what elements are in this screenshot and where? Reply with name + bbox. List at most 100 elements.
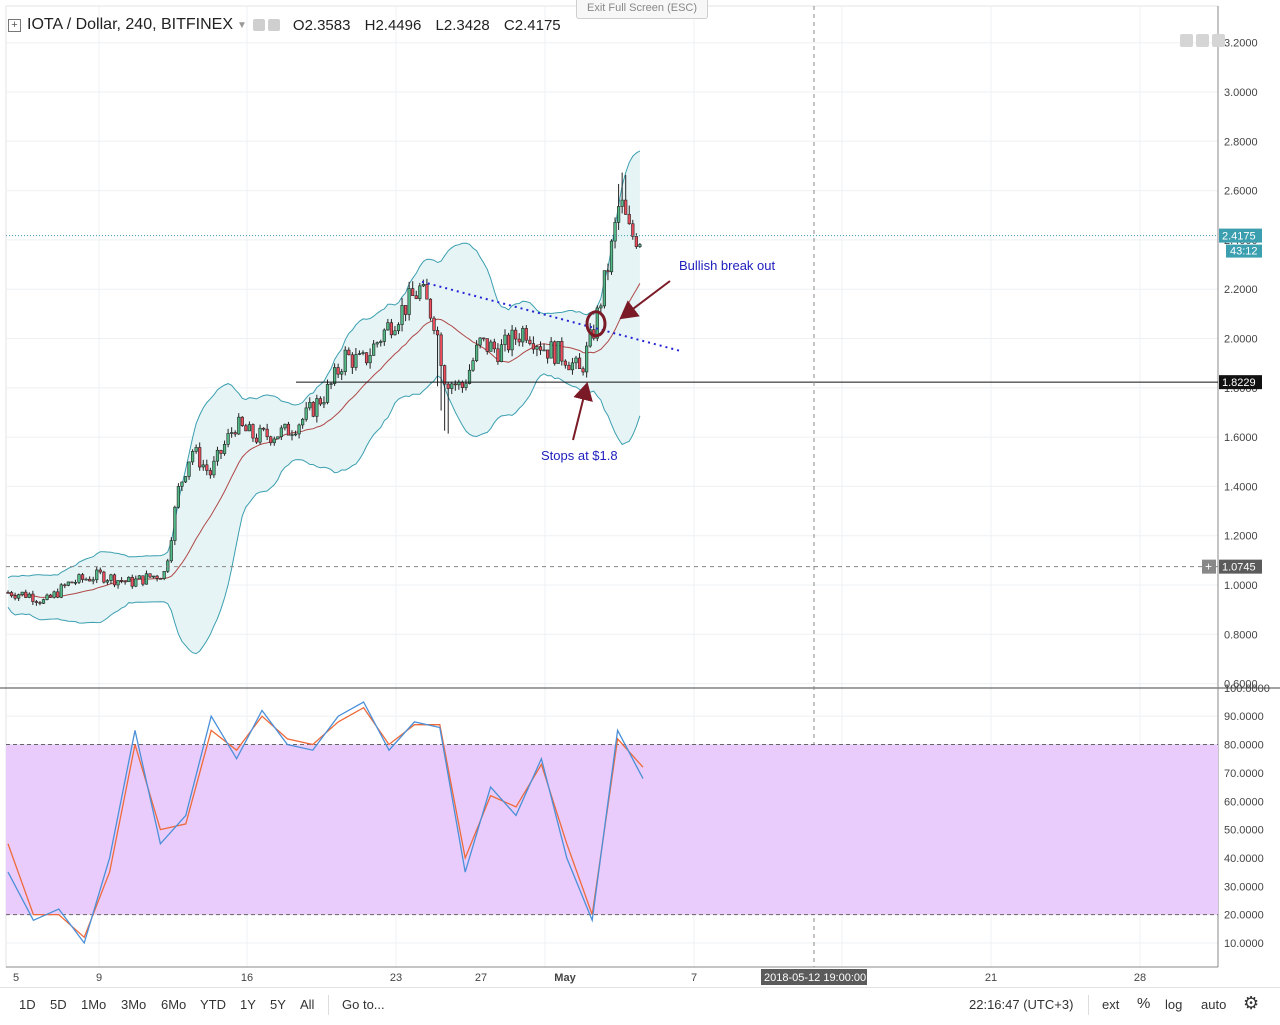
candle-body: [606, 270, 610, 273]
candle-body: [98, 569, 102, 573]
candle-body: [127, 576, 131, 583]
crosshair-time-badge: [761, 969, 867, 985]
candle-body: [492, 341, 496, 350]
candle-body: [59, 584, 63, 598]
price-tick-label: 2.2000: [1224, 284, 1258, 296]
candle-body: [570, 362, 575, 371]
support-price-label: 1.8229: [1222, 377, 1256, 389]
candle-body: [336, 367, 340, 375]
time-tick-label: 21: [985, 972, 997, 984]
candle-body: [581, 368, 585, 373]
candle-body: [372, 343, 376, 356]
candle-body: [105, 580, 109, 583]
candle-body: [191, 451, 195, 463]
candle-body: [631, 223, 635, 237]
candle-body: [411, 288, 415, 297]
collapse-legend-icon[interactable]: +: [8, 18, 21, 32]
candle-body: [56, 591, 60, 598]
candle-body: [563, 360, 567, 366]
candle-body: [226, 433, 230, 445]
goto-button[interactable]: Go to...: [342, 997, 385, 1012]
candle-body: [180, 481, 184, 487]
candle-body: [531, 343, 535, 350]
range-all[interactable]: All: [300, 997, 315, 1012]
settings-icon[interactable]: [267, 19, 280, 31]
pane-maximize-icon[interactable]: [1212, 34, 1225, 47]
candle-body: [567, 364, 571, 371]
stoch-tick-label: 20.0000: [1224, 910, 1264, 922]
candle-body: [73, 581, 78, 584]
candle-body: [130, 576, 134, 587]
candle-body: [471, 360, 475, 371]
percent-toggle[interactable]: %: [1137, 995, 1151, 1012]
ext-toggle[interactable]: ext: [1102, 997, 1120, 1012]
candle-body: [535, 346, 539, 350]
candle-body: [66, 581, 70, 586]
last-price-badge: [1219, 228, 1262, 243]
candle-body: [588, 329, 592, 347]
candle-body: [198, 447, 202, 468]
price-tick-label: 1.0000: [1224, 580, 1258, 592]
range-1y[interactable]: 1Y: [240, 997, 256, 1012]
candle-body: [70, 581, 74, 584]
candle-body: [293, 433, 298, 436]
range-5y[interactable]: 5Y: [270, 997, 286, 1012]
range-1mo[interactable]: 1Mo: [81, 997, 107, 1012]
stoch-tick-label: 10.0000: [1224, 938, 1264, 950]
candle-body: [251, 424, 255, 439]
candle-body: [212, 460, 216, 476]
candle-body: [446, 383, 450, 389]
candle-body: [524, 328, 528, 341]
stoch-tick-label: 70.0000: [1224, 768, 1264, 780]
annotation-bullish: Bullish break out: [679, 258, 775, 273]
pane-down-icon[interactable]: [1196, 34, 1209, 47]
time-tick-label: 16: [241, 972, 253, 984]
log-toggle[interactable]: log: [1165, 997, 1183, 1012]
candle-body: [261, 427, 266, 430]
candle-body: [503, 334, 507, 345]
range-6mo[interactable]: 6Mo: [161, 997, 187, 1012]
candle-body: [357, 353, 362, 355]
candle-body: [137, 575, 141, 580]
crosshair-time-label: 2018-05-12 19:00:00: [764, 972, 866, 984]
candle-body: [482, 337, 486, 340]
price-tick-label: 0.8000: [1224, 629, 1258, 641]
candle-body: [340, 371, 344, 375]
candle-body: [620, 199, 624, 207]
open-value: O2.3583: [292, 16, 351, 34]
range-ytd[interactable]: YTD: [200, 997, 226, 1012]
candle-body: [421, 284, 425, 287]
symbol-title[interactable]: IOTA / Dollar, 240, BITFINEX: [27, 16, 233, 33]
gear-icon[interactable]: ⚙: [1243, 993, 1260, 1013]
candle-body: [638, 244, 642, 247]
candle-body: [155, 575, 159, 579]
plus-icon: +: [1205, 560, 1212, 574]
candle-body: [91, 579, 95, 582]
candle-body: [95, 569, 99, 581]
bollinger-upper: [7, 150, 641, 579]
candle-body: [332, 367, 337, 384]
eye-icon[interactable]: [252, 19, 265, 31]
range-5d[interactable]: 5D: [50, 997, 67, 1012]
price-tick-label: 1.4000: [1224, 481, 1258, 493]
time-tick-label: 27: [475, 972, 487, 984]
exit-fullscreen-button[interactable]: Exit Full Screen (ESC): [576, 0, 708, 19]
pane-up-icon[interactable]: [1180, 34, 1193, 47]
candle-body: [269, 436, 273, 444]
auto-toggle[interactable]: auto: [1201, 997, 1227, 1012]
candle-body: [428, 298, 433, 319]
candle-body: [63, 584, 67, 587]
range-1d[interactable]: 1D: [19, 997, 36, 1012]
price-tick-label: 3.2000: [1224, 38, 1258, 50]
price-tick-label: 3.0000: [1224, 87, 1258, 99]
range-3mo[interactable]: 3Mo: [121, 997, 147, 1012]
candle-body: [350, 354, 354, 368]
candle-body: [414, 295, 418, 299]
candle-body: [485, 338, 489, 352]
candle-body: [609, 240, 614, 273]
candle-body: [183, 476, 188, 483]
chevron-down-icon[interactable]: ▼: [237, 19, 247, 31]
last-price-label: 2.4175: [1222, 231, 1256, 243]
